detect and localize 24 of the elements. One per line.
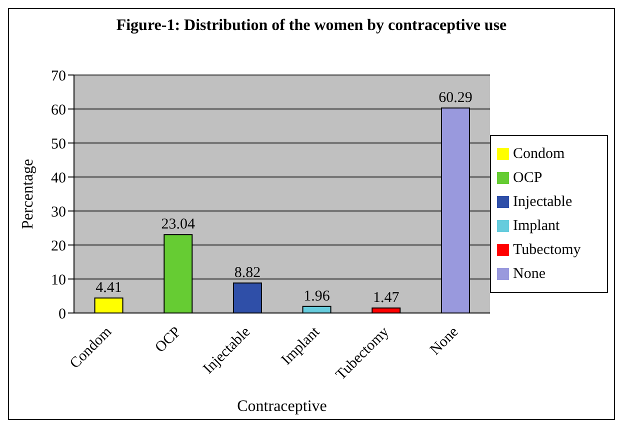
legend-label: OCP [513,170,542,186]
data-label: 8.82 [234,265,261,282]
data-label: 23.04 [161,216,196,233]
data-label: 60.29 [438,90,472,106]
legend-label: Injectable [513,194,572,210]
y-tick-label: 50 [51,136,66,152]
data-label: 1.47 [373,290,400,306]
y-tick-label: 40 [51,170,66,186]
y-tick-label: 20 [51,238,66,254]
y-axis-title: Percentage [20,158,37,230]
chart-title: Figure-1: Distribution of the women by contraceptive use [115,17,508,35]
legend-label: None [513,266,546,282]
legend-label: Condom [513,146,565,162]
y-tick-label: 70 [51,68,66,84]
y-tick-label: 30 [51,204,66,220]
y-tick-label: 10 [51,272,66,288]
legend-label: Tubectomy [513,242,581,258]
x-axis-title: Contraceptive [237,398,327,415]
x-tick-label: OCP [152,324,184,356]
data-label: 1.96 [304,288,330,304]
data-label: 4.41 [96,280,122,296]
legend-label: Implant [513,218,560,234]
y-tick-label: 60 [51,102,66,118]
y-tick-label: 0 [58,306,66,322]
